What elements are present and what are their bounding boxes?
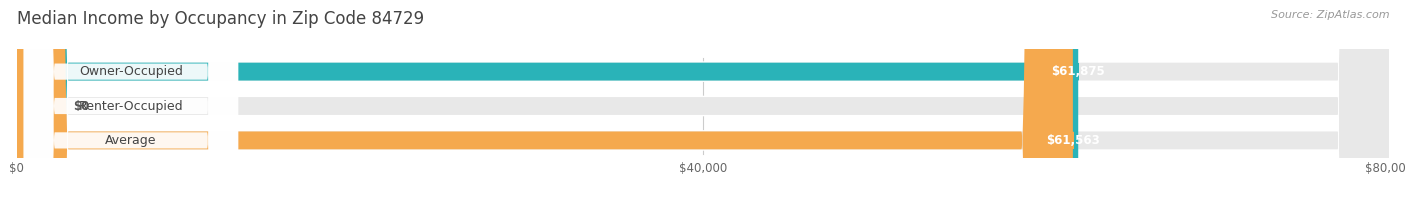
Text: $61,563: $61,563 [1046,134,1099,147]
Text: $61,875: $61,875 [1052,65,1105,78]
FancyBboxPatch shape [17,0,1073,197]
Text: Owner-Occupied: Owner-Occupied [79,65,183,78]
FancyBboxPatch shape [17,0,1078,197]
FancyBboxPatch shape [17,0,1389,197]
FancyBboxPatch shape [24,0,238,197]
FancyBboxPatch shape [17,0,48,197]
FancyBboxPatch shape [17,0,1389,197]
FancyBboxPatch shape [24,0,238,197]
Text: Source: ZipAtlas.com: Source: ZipAtlas.com [1271,10,1389,20]
Text: $0: $0 [73,99,90,112]
FancyBboxPatch shape [17,0,1389,197]
Text: Renter-Occupied: Renter-Occupied [79,99,183,112]
FancyBboxPatch shape [17,0,1389,197]
FancyBboxPatch shape [17,0,1389,197]
FancyBboxPatch shape [24,0,238,197]
Text: Median Income by Occupancy in Zip Code 84729: Median Income by Occupancy in Zip Code 8… [17,10,425,28]
FancyBboxPatch shape [17,0,1389,197]
Text: Average: Average [105,134,156,147]
